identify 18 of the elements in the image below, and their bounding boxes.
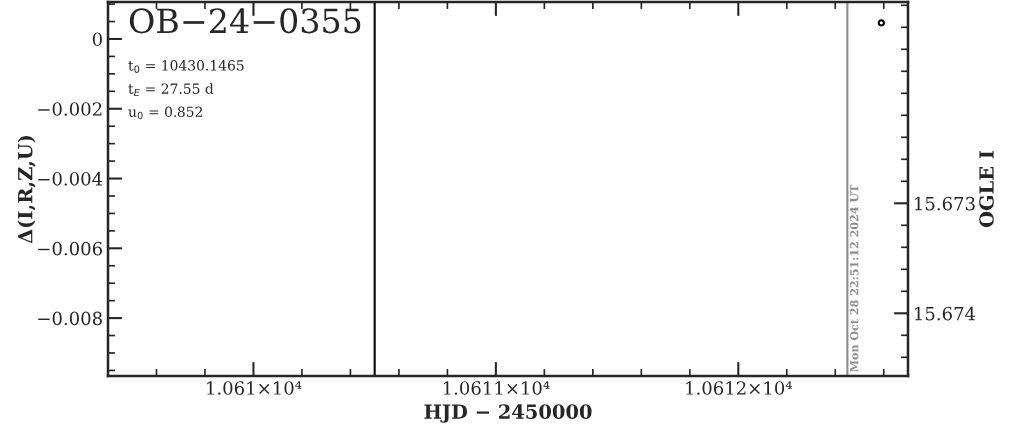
y-axis-title: Δ(I,R,Z,U) xyxy=(17,135,36,244)
y-tick-label: −0.008 xyxy=(38,311,102,326)
y-tick-label: 0 xyxy=(92,32,102,47)
y2-tick-label: 15.673 xyxy=(915,196,975,211)
annotation: t$_{0}$ = 10430.1465 xyxy=(128,60,244,73)
annotation: Mon Oct 28 22:51:12 2024 UT xyxy=(850,184,859,372)
x-tick-label: 1.0612×10⁴ xyxy=(686,381,793,395)
annotation: u$_{0}$ = 0.852 xyxy=(128,106,203,120)
x-tick-label: 1.0611×10⁴ xyxy=(443,381,550,395)
y-tick-label: −0.004 xyxy=(38,171,103,186)
y-tick-label: −0.002 xyxy=(38,102,102,116)
x-axis-title: HJD − 2450000 xyxy=(424,404,592,423)
y-tick-label: −0.006 xyxy=(38,241,102,256)
y2-tick-label: 15.674 xyxy=(915,306,976,321)
chart-title: OB−24−0355 xyxy=(129,8,361,34)
y2-axis-title: OGLE I xyxy=(979,150,994,228)
annotation: t$_{E}$ = 27.55 d xyxy=(128,83,214,96)
x-tick-label: 1.061×10⁴ xyxy=(207,381,302,395)
